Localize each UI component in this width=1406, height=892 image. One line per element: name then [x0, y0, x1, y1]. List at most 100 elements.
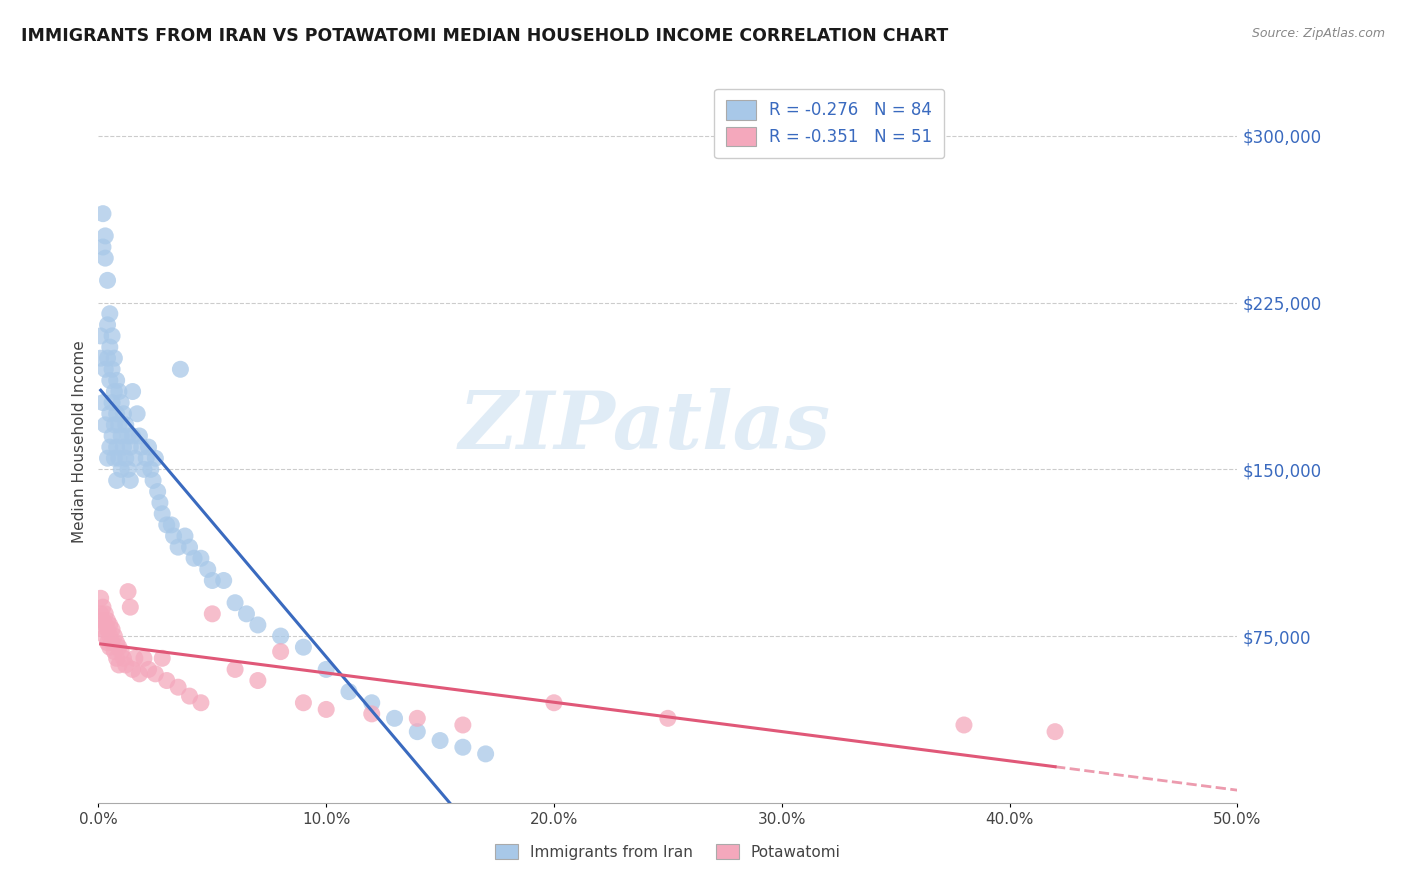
Point — [270, 629, 292, 643]
Point — [105, 636, 128, 650]
Point — [156, 673, 179, 688]
Point — [429, 733, 451, 747]
Point — [110, 462, 132, 476]
Point — [451, 718, 474, 732]
Legend: Immigrants from Iran, Potawatomi: Immigrants from Iran, Potawatomi — [488, 836, 848, 867]
Point — [657, 711, 679, 725]
Point — [105, 407, 128, 421]
Point — [91, 240, 114, 254]
Point — [98, 629, 121, 643]
Point — [543, 696, 565, 710]
Point — [360, 706, 382, 721]
Point — [201, 574, 224, 588]
Point — [167, 680, 190, 694]
Text: ZIPatlas: ZIPatlas — [458, 388, 831, 466]
Point — [246, 673, 269, 688]
Point — [90, 351, 112, 366]
Point — [101, 329, 124, 343]
Y-axis label: Median Household Income: Median Household Income — [72, 340, 87, 543]
Point — [103, 417, 125, 432]
Point — [121, 662, 143, 676]
Point — [145, 666, 167, 681]
Point — [103, 645, 125, 659]
Point — [179, 689, 201, 703]
Point — [156, 517, 179, 532]
Point — [121, 384, 143, 399]
Point — [190, 551, 212, 566]
Point — [114, 417, 136, 432]
Point — [108, 384, 131, 399]
Point — [96, 623, 118, 637]
Point — [91, 395, 114, 409]
Point — [103, 384, 125, 399]
Point — [120, 440, 142, 454]
Point — [105, 651, 128, 665]
Point — [132, 462, 155, 476]
Text: Source: ZipAtlas.com: Source: ZipAtlas.com — [1251, 27, 1385, 40]
Text: IMMIGRANTS FROM IRAN VS POTAWATOMI MEDIAN HOUSEHOLD INCOME CORRELATION CHART: IMMIGRANTS FROM IRAN VS POTAWATOMI MEDIA… — [21, 27, 948, 45]
Point — [360, 696, 382, 710]
Point — [108, 451, 131, 466]
Point — [169, 362, 191, 376]
Point — [110, 395, 132, 409]
Point — [117, 462, 139, 476]
Point — [96, 318, 118, 332]
Point — [128, 429, 150, 443]
Point — [98, 307, 121, 321]
Point — [337, 684, 360, 698]
Point — [105, 440, 128, 454]
Point — [128, 666, 150, 681]
Point — [146, 484, 169, 499]
Point — [105, 373, 128, 387]
Point — [96, 273, 118, 287]
Point — [90, 591, 112, 606]
Point — [94, 228, 117, 243]
Point — [105, 474, 128, 488]
Point — [98, 640, 121, 655]
Point — [451, 740, 474, 755]
Point — [101, 362, 124, 376]
Point — [96, 614, 118, 628]
Point — [474, 747, 496, 761]
Point — [98, 440, 121, 454]
Point — [139, 462, 162, 476]
Point — [315, 702, 337, 716]
Point — [91, 623, 114, 637]
Point — [121, 429, 143, 443]
Point — [315, 662, 337, 676]
Point — [98, 340, 121, 354]
Point — [150, 507, 173, 521]
Point — [108, 417, 131, 432]
Point — [145, 451, 167, 466]
Point — [108, 640, 131, 655]
Point — [235, 607, 257, 621]
Point — [138, 662, 160, 676]
Point — [124, 651, 146, 665]
Point — [110, 645, 132, 659]
Point — [167, 540, 190, 554]
Point — [131, 440, 153, 454]
Point — [91, 207, 114, 221]
Point — [91, 600, 114, 615]
Point — [132, 651, 155, 665]
Point — [135, 451, 157, 466]
Point — [149, 496, 172, 510]
Point — [101, 395, 124, 409]
Point — [98, 618, 121, 632]
Point — [103, 351, 125, 366]
Point — [101, 429, 124, 443]
Point — [114, 451, 136, 466]
Point — [114, 657, 136, 672]
Point — [96, 451, 118, 466]
Point — [138, 440, 160, 454]
Point — [224, 662, 246, 676]
Point — [94, 362, 117, 376]
Point — [94, 607, 117, 621]
Point — [112, 651, 135, 665]
Point — [270, 645, 292, 659]
Point — [292, 640, 315, 655]
Point — [246, 618, 269, 632]
Point — [110, 429, 132, 443]
Point — [117, 429, 139, 443]
Point — [127, 407, 149, 421]
